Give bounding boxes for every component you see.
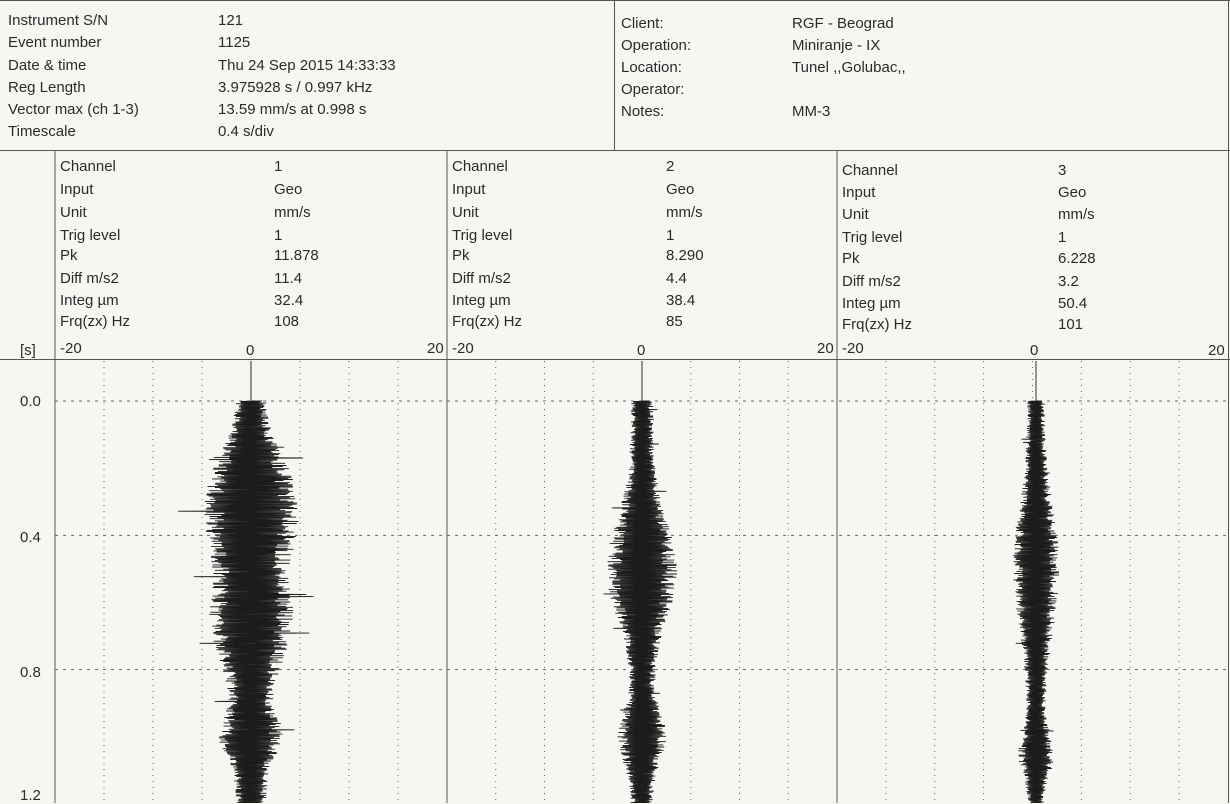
ch2-value-channel: 2: [666, 158, 675, 175]
ch1-value-trig: 1: [274, 227, 283, 244]
instrument-label: Instrument S/N: [8, 12, 109, 29]
ch1-label-frq: Frq(zx) Hz: [60, 313, 130, 330]
event-value: 1125: [218, 34, 251, 51]
trace-channel-1: [178, 361, 314, 803]
ch1-label-integ: Integ µm: [60, 292, 119, 309]
ch3-value-integ: 50.4: [1058, 295, 1088, 312]
ch1-label-channel: Channel: [60, 158, 116, 175]
notes-label: Notes:: [621, 103, 665, 120]
time-unit-label: [s]: [20, 342, 36, 359]
ch1-label-diff: Diff m/s2: [60, 270, 119, 287]
ytick-3: 1.2: [20, 787, 41, 804]
ch1-value-integ: 32.4: [274, 292, 304, 309]
ch3-label-trig: Trig level: [842, 229, 903, 246]
ytick-1: 0.4: [20, 529, 41, 546]
ch3-xtick-max: 20: [1208, 342, 1225, 359]
ch1-value-pk: 11.878: [274, 247, 319, 264]
ch3-value-pk: 6.228: [1058, 250, 1096, 267]
instrument-value: 121: [218, 12, 244, 29]
vectormax-label: Vector max (ch 1-3): [8, 101, 139, 118]
ch1-value-diff: 11.4: [274, 270, 303, 287]
ch1-xtick-max: 20: [427, 340, 444, 357]
ch3-label-channel: Channel: [842, 162, 898, 179]
axis-header-border: [0, 359, 1230, 360]
reglength-value: 3.975928 s / 0.997 kHz: [218, 79, 373, 96]
event-label: Event number: [8, 34, 102, 51]
operator-label: Operator:: [621, 81, 685, 98]
ch1-value-frq: 108: [274, 313, 300, 330]
ch3-value-input: Geo: [1058, 184, 1087, 201]
ch3-label-unit: Unit: [842, 206, 869, 223]
header-divider: [614, 0, 615, 150]
timescale-value: 0.4 s/div: [218, 123, 274, 140]
ch1-value-input: Geo: [274, 181, 303, 198]
ch1-value-channel: 1: [274, 158, 283, 175]
location-value: Tunel ,,Golubac,,: [792, 59, 906, 76]
ch3-label-diff: Diff m/s2: [842, 273, 901, 290]
ch3-value-trig: 1: [1058, 229, 1067, 246]
ch3-value-diff: 3.2: [1058, 273, 1079, 290]
ch1-label-unit: Unit: [60, 204, 87, 221]
top-border: [0, 0, 1230, 1]
notes-value: MM-3: [792, 103, 831, 120]
timescale-label: Timescale: [8, 123, 76, 140]
ch3-xtick-zero: 0: [1030, 342, 1039, 359]
ch2-xtick-max: 20: [817, 340, 834, 357]
datetime-value: Thu 24 Sep 2015 14:33:33: [218, 57, 396, 74]
ytick-0: 0.0: [20, 393, 41, 410]
ch2-value-pk: 8.290: [666, 247, 704, 264]
ch2-value-diff: 4.4: [666, 270, 687, 287]
trace-channel-2: [603, 361, 678, 803]
ch2-label-input: Input: [452, 181, 486, 198]
ch3-label-frq: Frq(zx) Hz: [842, 316, 912, 333]
ytick-2: 0.8: [20, 664, 41, 681]
trace-channel-3: [1013, 361, 1060, 803]
ch3-value-channel: 3: [1058, 162, 1067, 179]
datetime-label: Date & time: [8, 57, 87, 74]
header-bottom-border: [0, 150, 1230, 151]
ch2-value-unit: mm/s: [666, 204, 703, 221]
ch3-label-pk: Pk: [842, 250, 860, 267]
ch2-value-frq: 85: [666, 313, 683, 330]
ch2-label-unit: Unit: [452, 204, 479, 221]
ch1-label-trig: Trig level: [60, 227, 121, 244]
ch2-xtick-min: -20: [452, 340, 474, 357]
ch3-value-frq: 101: [1058, 316, 1084, 333]
ch1-xtick-zero: 0: [246, 342, 255, 359]
ch3-label-integ: Integ µm: [842, 295, 901, 312]
ch1-label-input: Input: [60, 181, 94, 198]
vectormax-value: 13.59 mm/s at 0.998 s: [218, 101, 367, 118]
operation-value: Miniranje - IX: [792, 37, 881, 54]
ch2-label-trig: Trig level: [452, 227, 513, 244]
client-label: Client:: [621, 15, 664, 32]
ch2-value-integ: 38.4: [666, 292, 696, 309]
reglength-label: Reg Length: [8, 79, 86, 96]
ch1-value-unit: mm/s: [274, 204, 311, 221]
ch2-value-trig: 1: [666, 227, 675, 244]
ch1-xtick-min: -20: [60, 340, 82, 357]
location-label: Location:: [621, 59, 682, 76]
operation-label: Operation:: [621, 37, 692, 54]
ch3-value-unit: mm/s: [1058, 206, 1095, 223]
ch2-label-diff: Diff m/s2: [452, 270, 511, 287]
ch2-value-input: Geo: [666, 181, 695, 198]
ch2-label-pk: Pk: [452, 247, 470, 264]
ch2-label-integ: Integ µm: [452, 292, 511, 309]
ch2-label-frq: Frq(zx) Hz: [452, 313, 522, 330]
client-value: RGF - Beograd: [792, 15, 894, 32]
right-border: [1228, 0, 1229, 803]
ch3-xtick-min: -20: [842, 340, 864, 357]
ch3-label-input: Input: [842, 184, 876, 201]
ch2-label-channel: Channel: [452, 158, 508, 175]
ch1-label-pk: Pk: [60, 247, 78, 264]
ch2-xtick-zero: 0: [637, 342, 646, 359]
